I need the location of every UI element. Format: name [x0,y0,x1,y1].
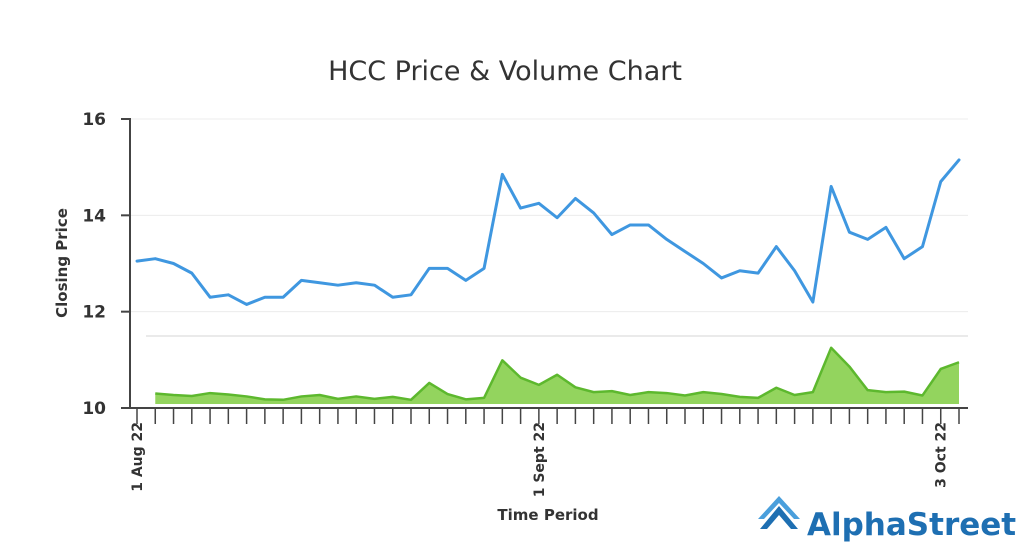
y-axis-title: Closing Price [53,208,71,318]
y-ticks: 10 12 14 16 [82,110,130,419]
chart-title: HCC Price & Volume Chart [328,56,682,87]
grid [130,118,968,313]
price-line [135,158,961,306]
y-tick-label: 12 [82,303,106,323]
price-series [135,158,961,306]
x-axis-title: Time Period [497,506,598,524]
x-tick-label: 1 Aug 22 [130,422,146,492]
y-tick-label: 16 [82,110,106,130]
volume-series [155,346,960,404]
y-tick-label: 10 [82,399,106,419]
x-tick-label: 3 Oct 22 [934,422,950,488]
x-ticks: 1 Aug 22 1 Sept 22 3 Oct 22 [130,408,960,497]
alphastreet-logo: AlphaStreet [758,496,1016,543]
alphastreet-logo-icon [758,496,800,529]
alphastreet-wordmark: AlphaStreet [807,507,1016,543]
y-tick-label: 14 [82,206,106,226]
x-tick-label: 1 Sept 22 [532,422,548,497]
volume-line [155,346,960,402]
